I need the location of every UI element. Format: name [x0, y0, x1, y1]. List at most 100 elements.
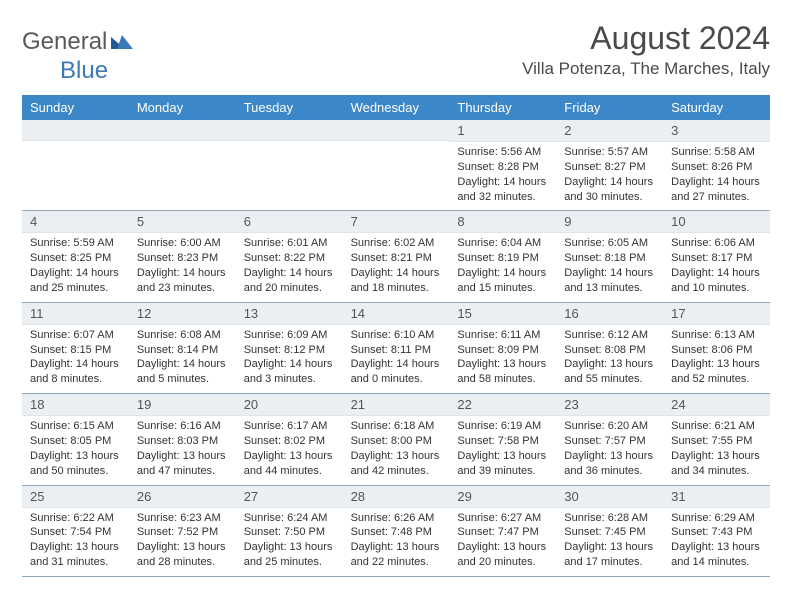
cell-day-number: 25	[22, 486, 129, 508]
cell-day-number: 15	[449, 303, 556, 325]
day-header-monday: Monday	[129, 95, 236, 120]
cell-body: Sunrise: 6:15 AMSunset: 8:05 PMDaylight:…	[22, 416, 129, 484]
sunset-text: Sunset: 8:28 PM	[457, 160, 548, 175]
sunset-text: Sunset: 7:48 PM	[351, 525, 442, 540]
sunrise-text: Sunrise: 5:56 AM	[457, 145, 548, 160]
cell-body	[22, 141, 129, 197]
cell-day-number: 27	[236, 486, 343, 508]
calendar-cell: 11Sunrise: 6:07 AMSunset: 8:15 PMDayligh…	[22, 303, 129, 394]
sunset-text: Sunset: 8:08 PM	[564, 343, 655, 358]
cell-day-number: 12	[129, 303, 236, 325]
cell-day-number	[22, 120, 129, 141]
cell-body: Sunrise: 6:10 AMSunset: 8:11 PMDaylight:…	[343, 325, 450, 393]
sunrise-text: Sunrise: 5:58 AM	[671, 145, 762, 160]
calendar-cell: 10Sunrise: 6:06 AMSunset: 8:17 PMDayligh…	[663, 211, 770, 302]
cell-day-number	[343, 120, 450, 141]
day-header-row: Sunday Monday Tuesday Wednesday Thursday…	[22, 95, 770, 120]
day-header-saturday: Saturday	[663, 95, 770, 120]
sunrise-text: Sunrise: 6:29 AM	[671, 511, 762, 526]
calendar-cell: 25Sunrise: 6:22 AMSunset: 7:54 PMDayligh…	[22, 486, 129, 577]
cell-body: Sunrise: 6:01 AMSunset: 8:22 PMDaylight:…	[236, 233, 343, 301]
cell-body: Sunrise: 6:00 AMSunset: 8:23 PMDaylight:…	[129, 233, 236, 301]
daylight-text: Daylight: 13 hours and 47 minutes.	[137, 449, 228, 479]
daylight-text: Daylight: 14 hours and 13 minutes.	[564, 266, 655, 296]
daylight-text: Daylight: 13 hours and 55 minutes.	[564, 357, 655, 387]
daylight-text: Daylight: 14 hours and 10 minutes.	[671, 266, 762, 296]
calendar-cell: 8Sunrise: 6:04 AMSunset: 8:19 PMDaylight…	[449, 211, 556, 302]
calendar-cell	[343, 120, 450, 211]
cell-day-number: 30	[556, 486, 663, 508]
sunset-text: Sunset: 8:09 PM	[457, 343, 548, 358]
calendar-cell: 9Sunrise: 6:05 AMSunset: 8:18 PMDaylight…	[556, 211, 663, 302]
daylight-text: Daylight: 14 hours and 5 minutes.	[137, 357, 228, 387]
sunrise-text: Sunrise: 6:26 AM	[351, 511, 442, 526]
day-header-wednesday: Wednesday	[343, 95, 450, 120]
cell-day-number: 19	[129, 394, 236, 416]
calendar-cell	[129, 120, 236, 211]
cell-day-number: 20	[236, 394, 343, 416]
sunrise-text: Sunrise: 6:18 AM	[351, 419, 442, 434]
cell-body: Sunrise: 5:59 AMSunset: 8:25 PMDaylight:…	[22, 233, 129, 301]
sunset-text: Sunset: 8:14 PM	[137, 343, 228, 358]
daylight-text: Daylight: 13 hours and 34 minutes.	[671, 449, 762, 479]
sunrise-text: Sunrise: 6:10 AM	[351, 328, 442, 343]
daylight-text: Daylight: 13 hours and 14 minutes.	[671, 540, 762, 570]
brand-mark-icon	[111, 35, 133, 54]
calendar-cell: 21Sunrise: 6:18 AMSunset: 8:00 PMDayligh…	[343, 394, 450, 485]
sunset-text: Sunset: 7:50 PM	[244, 525, 335, 540]
cell-body	[236, 141, 343, 197]
cell-body: Sunrise: 6:17 AMSunset: 8:02 PMDaylight:…	[236, 416, 343, 484]
daylight-text: Daylight: 13 hours and 42 minutes.	[351, 449, 442, 479]
sunrise-text: Sunrise: 6:27 AM	[457, 511, 548, 526]
cell-body: Sunrise: 6:09 AMSunset: 8:12 PMDaylight:…	[236, 325, 343, 393]
sunset-text: Sunset: 7:57 PM	[564, 434, 655, 449]
sunrise-text: Sunrise: 6:12 AM	[564, 328, 655, 343]
daylight-text: Daylight: 13 hours and 28 minutes.	[137, 540, 228, 570]
cell-day-number: 7	[343, 211, 450, 233]
sunset-text: Sunset: 8:11 PM	[351, 343, 442, 358]
calendar-cell	[22, 120, 129, 211]
cell-day-number: 2	[556, 120, 663, 142]
calendar-cell: 1Sunrise: 5:56 AMSunset: 8:28 PMDaylight…	[449, 120, 556, 211]
month-year: August 2024	[522, 20, 770, 57]
sunrise-text: Sunrise: 6:02 AM	[351, 236, 442, 251]
calendar-cell: 5Sunrise: 6:00 AMSunset: 8:23 PMDaylight…	[129, 211, 236, 302]
daylight-text: Daylight: 14 hours and 20 minutes.	[244, 266, 335, 296]
sunrise-text: Sunrise: 6:09 AM	[244, 328, 335, 343]
sunset-text: Sunset: 8:25 PM	[30, 251, 121, 266]
sunset-text: Sunset: 7:47 PM	[457, 525, 548, 540]
sunrise-text: Sunrise: 6:21 AM	[671, 419, 762, 434]
brand-logo: General	[22, 20, 135, 56]
sunset-text: Sunset: 8:05 PM	[30, 434, 121, 449]
cell-body: Sunrise: 6:13 AMSunset: 8:06 PMDaylight:…	[663, 325, 770, 393]
sunset-text: Sunset: 8:03 PM	[137, 434, 228, 449]
sunset-text: Sunset: 7:43 PM	[671, 525, 762, 540]
cell-day-number: 8	[449, 211, 556, 233]
sunrise-text: Sunrise: 6:16 AM	[137, 419, 228, 434]
sunrise-text: Sunrise: 6:15 AM	[30, 419, 121, 434]
calendar-cell: 28Sunrise: 6:26 AMSunset: 7:48 PMDayligh…	[343, 486, 450, 577]
header-row: General August 2024 Villa Potenza, The M…	[22, 20, 770, 79]
cell-day-number: 31	[663, 486, 770, 508]
cell-day-number: 28	[343, 486, 450, 508]
daylight-text: Daylight: 14 hours and 3 minutes.	[244, 357, 335, 387]
sunset-text: Sunset: 8:18 PM	[564, 251, 655, 266]
cell-day-number: 5	[129, 211, 236, 233]
cell-body	[343, 141, 450, 197]
sunset-text: Sunset: 7:58 PM	[457, 434, 548, 449]
cell-body: Sunrise: 6:27 AMSunset: 7:47 PMDaylight:…	[449, 508, 556, 576]
daylight-text: Daylight: 13 hours and 20 minutes.	[457, 540, 548, 570]
cell-body: Sunrise: 6:07 AMSunset: 8:15 PMDaylight:…	[22, 325, 129, 393]
cell-body: Sunrise: 6:11 AMSunset: 8:09 PMDaylight:…	[449, 325, 556, 393]
sunrise-text: Sunrise: 6:05 AM	[564, 236, 655, 251]
daylight-text: Daylight: 14 hours and 8 minutes.	[30, 357, 121, 387]
cell-day-number: 21	[343, 394, 450, 416]
calendar-cell: 14Sunrise: 6:10 AMSunset: 8:11 PMDayligh…	[343, 303, 450, 394]
cell-body: Sunrise: 5:57 AMSunset: 8:27 PMDaylight:…	[556, 142, 663, 210]
cell-body: Sunrise: 6:23 AMSunset: 7:52 PMDaylight:…	[129, 508, 236, 576]
cell-day-number: 26	[129, 486, 236, 508]
cell-body: Sunrise: 6:20 AMSunset: 7:57 PMDaylight:…	[556, 416, 663, 484]
cell-day-number: 10	[663, 211, 770, 233]
cell-body: Sunrise: 5:56 AMSunset: 8:28 PMDaylight:…	[449, 142, 556, 210]
cell-day-number: 1	[449, 120, 556, 142]
